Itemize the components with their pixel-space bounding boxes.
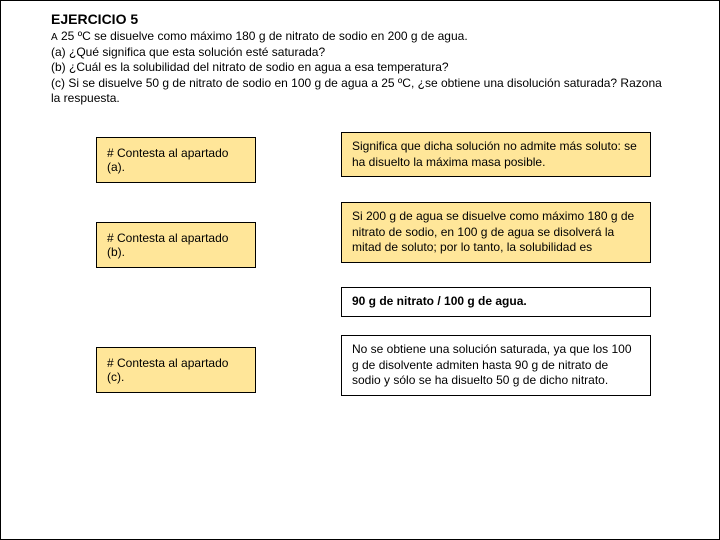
answer-b2-text: 90 g de nitrato / 100 g de agua.: [352, 294, 527, 308]
prompt-box-b: # Contesta al apartado (b).: [96, 222, 256, 268]
problem-part-c: (c) Si se disuelve 50 g de nitrato de so…: [51, 76, 669, 107]
problem-part-a: (a) ¿Qué significa que esta solución est…: [51, 45, 669, 61]
answer-box-c: No se obtiene una solución saturada, ya …: [341, 335, 651, 396]
answer-a-text: Significa que dicha solución no admite m…: [352, 139, 637, 169]
answer-b1-text: Si 200 g de agua se disuelve como máximo…: [352, 209, 634, 254]
prompt-box-a: # Contesta al apartado (a).: [96, 137, 256, 183]
answer-c-text: No se obtiene una solución saturada, ya …: [352, 342, 632, 387]
exercise-page: EJERCICIO 5 A 25 ºC se disuelve como máx…: [0, 0, 720, 540]
exercise-title: EJERCICIO 5: [51, 11, 669, 27]
prompt-b-text: # Contesta al apartado (b).: [107, 231, 228, 259]
answer-box-a: Significa que dicha solución no admite m…: [341, 132, 651, 177]
problem-part-b: (b) ¿Cuál es la solubilidad del nitrato …: [51, 60, 669, 76]
problem-line1: 25 ºC se disuelve como máximo 180 g de n…: [58, 29, 468, 43]
problem-statement: A 25 ºC se disuelve como máximo 180 g de…: [51, 29, 669, 107]
prompt-a-text: # Contesta al apartado (a).: [107, 146, 228, 174]
answer-box-b-result: 90 g de nitrato / 100 g de agua.: [341, 287, 651, 317]
answer-box-b-explain: Si 200 g de agua se disuelve como máximo…: [341, 202, 651, 263]
prompt-box-c: # Contesta al apartado (c).: [96, 347, 256, 393]
problem-prefix: A: [51, 32, 58, 43]
prompt-c-text: # Contesta al apartado (c).: [107, 356, 228, 384]
